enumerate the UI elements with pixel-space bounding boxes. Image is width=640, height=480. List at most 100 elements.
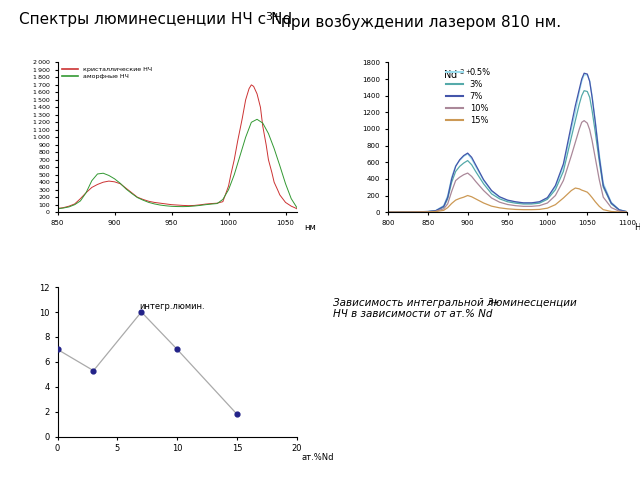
7% xyxy=(384,209,392,215)
Line: 0.5%: 0.5% xyxy=(388,75,627,212)
7% xyxy=(584,71,591,77)
3% xyxy=(452,168,460,174)
7% xyxy=(575,86,583,92)
10% xyxy=(468,173,476,179)
15% xyxy=(588,195,596,201)
10% xyxy=(588,138,596,144)
10% xyxy=(568,153,575,158)
0.5% xyxy=(520,200,527,206)
3% xyxy=(456,164,463,169)
10% xyxy=(496,199,504,205)
0.5% xyxy=(552,184,559,190)
7% xyxy=(607,200,615,206)
10% xyxy=(448,189,456,194)
Text: Nd $^{3+}$: Nd $^{3+}$ xyxy=(443,67,472,81)
Text: 3+: 3+ xyxy=(488,298,500,307)
15% xyxy=(432,209,440,215)
0.5% xyxy=(468,156,476,162)
15% xyxy=(408,209,415,215)
7% xyxy=(623,209,631,215)
7% xyxy=(591,120,599,125)
3% xyxy=(496,196,504,202)
15% xyxy=(575,186,583,192)
15% xyxy=(496,205,504,211)
0.5% xyxy=(527,200,535,206)
3% xyxy=(440,204,447,210)
15% xyxy=(543,205,551,211)
3% xyxy=(578,93,586,98)
3% xyxy=(408,209,415,215)
3% xyxy=(464,158,472,164)
10% xyxy=(559,178,567,183)
10% xyxy=(472,179,479,184)
7% xyxy=(511,199,519,204)
0.5% xyxy=(452,163,460,168)
0.5% xyxy=(460,154,467,159)
Point xyxy=(172,346,182,353)
7% xyxy=(408,209,415,215)
10% xyxy=(552,192,559,198)
0.5% xyxy=(580,72,588,78)
Legend: 0.5%, 3%, 7%, 10%, 15%: 0.5%, 3%, 7%, 10%, 15% xyxy=(445,67,493,127)
7% xyxy=(578,76,586,82)
7% xyxy=(520,200,527,206)
Line: 15%: 15% xyxy=(388,188,627,212)
10% xyxy=(591,155,599,161)
7% xyxy=(572,103,579,108)
0.5% xyxy=(424,209,431,215)
10% xyxy=(432,208,440,214)
3% xyxy=(444,196,452,202)
15% xyxy=(616,209,623,215)
10% xyxy=(488,195,495,201)
7% xyxy=(536,199,543,204)
10% xyxy=(572,139,579,145)
7% xyxy=(456,157,463,163)
7% xyxy=(432,208,440,214)
15% xyxy=(552,202,559,207)
0.5% xyxy=(578,79,586,84)
0.5% xyxy=(504,198,511,204)
10% xyxy=(575,126,583,132)
15% xyxy=(424,209,431,215)
0.5% xyxy=(472,164,479,169)
3% xyxy=(480,181,488,187)
0.5% xyxy=(607,199,615,205)
15% xyxy=(536,206,543,212)
7% xyxy=(496,194,504,200)
15% xyxy=(607,209,615,215)
15% xyxy=(559,195,567,201)
7% xyxy=(488,188,495,193)
7% xyxy=(527,200,535,206)
0.5% xyxy=(448,174,456,180)
10% xyxy=(511,203,519,208)
3% xyxy=(511,200,519,206)
Text: ат.%Nd: ат.%Nd xyxy=(301,454,333,462)
0.5% xyxy=(384,209,392,215)
Text: 3+: 3+ xyxy=(266,12,282,22)
3% xyxy=(623,209,631,215)
Line: 3%: 3% xyxy=(388,91,627,212)
15% xyxy=(578,187,586,193)
0.5% xyxy=(444,192,452,198)
3% xyxy=(575,101,583,107)
0.5% xyxy=(408,209,415,215)
3% xyxy=(543,196,551,202)
15% xyxy=(468,194,476,200)
15% xyxy=(591,199,599,204)
3% xyxy=(580,88,588,94)
10% xyxy=(520,204,527,209)
3% xyxy=(432,208,440,214)
10% xyxy=(616,208,623,214)
15% xyxy=(448,201,456,206)
15% xyxy=(456,195,463,201)
15% xyxy=(384,209,392,215)
10% xyxy=(543,200,551,206)
10% xyxy=(384,209,392,215)
10% xyxy=(440,206,447,212)
3% xyxy=(536,200,543,206)
3% xyxy=(448,180,456,185)
3% xyxy=(584,89,591,95)
3% xyxy=(586,95,593,100)
10% xyxy=(623,209,631,215)
7% xyxy=(424,209,431,215)
